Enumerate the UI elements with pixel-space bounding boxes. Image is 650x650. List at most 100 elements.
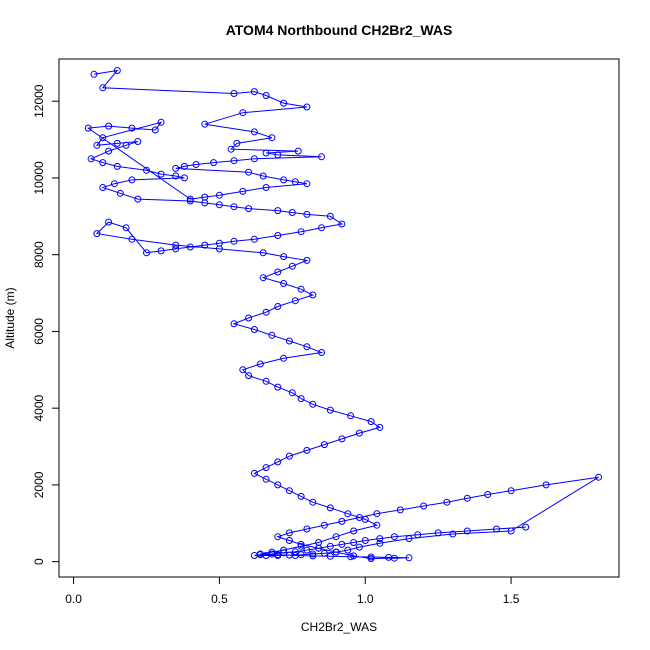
data-point	[320, 441, 328, 449]
data-point	[99, 84, 107, 92]
data-point	[250, 326, 258, 333]
data-point	[484, 491, 492, 498]
data-point	[373, 510, 381, 518]
data-point	[376, 539, 384, 547]
data-point	[250, 469, 258, 477]
data-point	[280, 176, 288, 184]
data-point	[274, 383, 282, 391]
data-point	[320, 549, 328, 557]
data-point	[522, 523, 530, 531]
data-point	[376, 423, 384, 431]
data-point	[326, 504, 334, 512]
data-point	[318, 349, 325, 356]
data-point	[274, 533, 282, 541]
y-tick-label: 12000	[32, 84, 46, 118]
data-point	[338, 517, 346, 525]
data-point	[373, 521, 381, 529]
data-point	[93, 141, 101, 149]
data-point	[99, 159, 107, 167]
plot-frame	[58, 58, 620, 578]
data-point	[288, 209, 296, 216]
data-point	[99, 184, 107, 191]
data-point	[332, 548, 340, 556]
data-point	[128, 235, 136, 243]
data-point	[157, 247, 165, 255]
data-point	[201, 241, 209, 249]
data-point	[186, 195, 194, 203]
x-tick-label: 0.0	[65, 592, 82, 606]
data-point	[285, 452, 293, 460]
data-point	[128, 124, 136, 132]
data-point	[396, 506, 404, 514]
data-point	[230, 90, 238, 97]
data-point	[376, 535, 384, 543]
data-point	[390, 533, 398, 541]
data-point	[233, 139, 241, 147]
data-point	[230, 320, 238, 328]
data-point	[113, 67, 121, 74]
data-point	[280, 280, 288, 287]
data-point	[268, 550, 276, 558]
data-point	[303, 546, 311, 554]
data-point	[239, 187, 247, 195]
y-tick-label: 8000	[32, 241, 46, 268]
data-point	[285, 487, 293, 495]
data-point	[297, 228, 305, 236]
data-point	[84, 124, 92, 132]
series-line	[86, 69, 599, 560]
data-point	[297, 542, 305, 550]
data-point	[347, 553, 355, 561]
data-point	[215, 201, 223, 209]
data-point	[320, 521, 328, 529]
data-point	[344, 510, 352, 518]
data-point	[99, 134, 107, 142]
data-point	[172, 172, 180, 180]
data-point	[280, 354, 288, 362]
data-point	[113, 139, 121, 147]
data-point	[262, 464, 270, 472]
data-point	[303, 525, 311, 533]
data-point	[288, 389, 296, 397]
data-point	[143, 249, 150, 257]
data-point	[367, 418, 375, 426]
x-tick-label: 0.5	[211, 592, 228, 606]
x-axis-label: CH2Br2_WAS	[301, 620, 377, 634]
data-point	[180, 162, 188, 170]
data-point	[297, 551, 305, 559]
chart-title: ATOM4 Northbound CH2Br2_WAS	[226, 22, 453, 38]
data-point	[274, 303, 282, 310]
data-point	[227, 145, 235, 153]
data-point	[434, 529, 442, 537]
data-point	[507, 527, 515, 535]
data-point	[285, 537, 293, 544]
data-point	[259, 172, 267, 180]
data-point	[262, 377, 270, 385]
data-point	[105, 218, 113, 226]
data-point	[338, 435, 346, 443]
data-point	[309, 400, 317, 408]
data-point	[201, 199, 209, 207]
data-point	[350, 539, 358, 546]
data-point	[262, 475, 270, 483]
data-point	[309, 291, 317, 299]
data-point	[239, 109, 247, 117]
data-point	[291, 178, 299, 186]
data-point	[338, 540, 346, 548]
data-point	[355, 514, 363, 521]
data-point	[361, 537, 369, 544]
data-point	[463, 527, 471, 535]
data-point	[274, 151, 282, 159]
data-point	[542, 481, 550, 489]
data-point	[245, 168, 253, 176]
data-point	[262, 308, 270, 316]
data-point	[105, 147, 113, 155]
data-point	[326, 406, 334, 414]
data-point	[151, 126, 159, 134]
data-point	[280, 549, 288, 557]
data-point	[280, 546, 288, 554]
data-point	[303, 446, 311, 454]
data-point	[250, 235, 258, 243]
data-point	[318, 224, 325, 232]
data-point	[309, 498, 317, 506]
